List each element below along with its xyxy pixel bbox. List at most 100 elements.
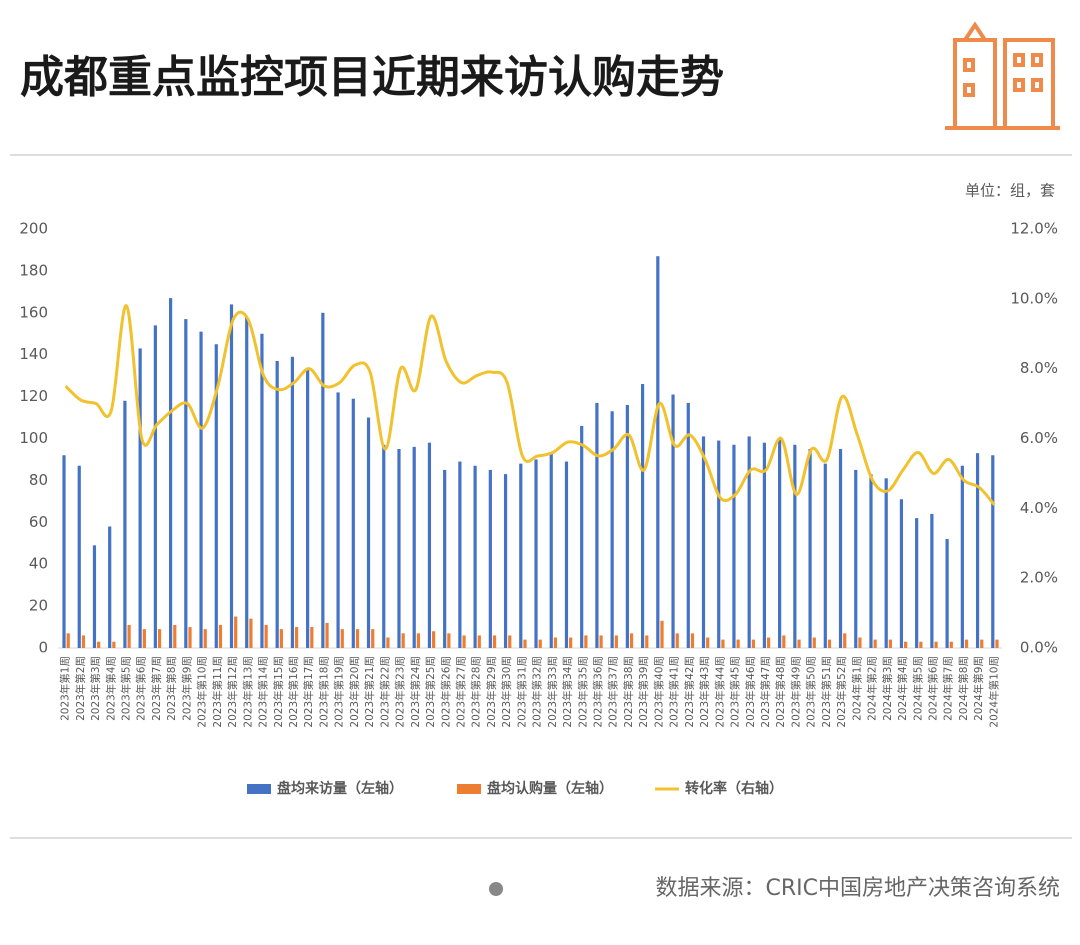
bar — [127, 624, 131, 648]
bar — [827, 639, 832, 648]
bar — [751, 639, 755, 648]
x-tick-label: 2024年第4周 — [896, 656, 909, 721]
y-tick-label: 20 — [29, 597, 48, 615]
y2-tick-label: 10.0% — [1010, 289, 1058, 307]
bullet — [489, 882, 503, 896]
building-icon — [945, 21, 1060, 130]
bar — [157, 629, 162, 648]
bar — [173, 624, 177, 648]
y-tick-label: 120 — [19, 387, 48, 405]
bar — [458, 461, 462, 648]
bar — [462, 635, 466, 648]
y-tick-label: 180 — [19, 261, 48, 279]
y2-tick-label: 0.0% — [1020, 639, 1058, 657]
x-tick-label: 2023年第13周 — [241, 656, 254, 728]
bar — [508, 635, 512, 648]
x-tick-label: 2023年第37周 — [607, 656, 620, 728]
bar — [310, 627, 314, 648]
y-tick-label: 80 — [29, 471, 48, 489]
x-tick-label: 2023年第41周 — [668, 656, 681, 728]
bar — [843, 633, 847, 648]
y2-tick-label: 8.0% — [1020, 359, 1058, 377]
x-tick-label: 2024年第2周 — [866, 656, 879, 721]
legend-swatch — [247, 784, 271, 794]
x-tick-label: 2023年第24周 — [409, 656, 422, 728]
bar — [793, 444, 797, 648]
x-tick-label: 2023年第35周 — [576, 656, 589, 728]
x-tick-label: 2023年第43周 — [698, 656, 711, 728]
x-tick-label: 2023年第47周 — [759, 656, 772, 728]
unit-label: 单位：组，套 — [965, 182, 1055, 200]
bar — [340, 629, 344, 648]
x-tick-label: 2023年第9周 — [180, 656, 193, 721]
x-tick-label: 2023年第27周 — [454, 656, 467, 728]
y-tick-label: 200 — [19, 220, 48, 238]
bar — [919, 641, 923, 648]
bar — [77, 465, 81, 648]
bar — [321, 312, 325, 648]
bar — [732, 444, 736, 648]
bar — [884, 478, 888, 648]
x-tick-label: 2023年第46周 — [744, 656, 757, 728]
x-tick-label: 2023年第17周 — [302, 656, 315, 728]
bar — [153, 325, 157, 648]
bar — [488, 469, 492, 648]
x-tick-label: 2023年第18周 — [317, 656, 330, 728]
bar — [675, 633, 679, 648]
bar — [975, 453, 980, 648]
bar — [199, 331, 203, 648]
bar — [671, 394, 675, 648]
y-tick-label: 60 — [29, 513, 48, 531]
bar — [614, 635, 618, 648]
x-tick-label: 2023年第42周 — [683, 656, 696, 728]
x-tick-label: 2024年第10周 — [987, 656, 1000, 728]
bar — [904, 641, 908, 648]
bar — [355, 629, 360, 648]
bar — [295, 627, 299, 648]
bar — [686, 402, 690, 648]
bar — [234, 616, 238, 648]
bar — [123, 400, 127, 648]
x-tick-label: 2023年第2周 — [74, 656, 87, 721]
y-tick-label: 160 — [19, 303, 48, 321]
x-tick-label: 2023年第45周 — [729, 656, 742, 728]
bar — [629, 633, 634, 648]
bar — [351, 398, 355, 648]
legend-swatch — [457, 784, 481, 794]
bar — [934, 641, 938, 648]
bar — [203, 629, 207, 648]
x-tick-label: 2024年第8周 — [957, 656, 970, 721]
bar — [290, 356, 294, 648]
bar — [625, 404, 629, 648]
bar — [808, 448, 812, 648]
bar — [767, 637, 771, 648]
bar — [580, 425, 584, 648]
bar — [492, 635, 497, 648]
bar — [838, 448, 843, 648]
bar — [432, 631, 436, 648]
source: 数据来源：CRIC中国房地产决策咨询系统 — [656, 876, 1061, 901]
x-tick-label: 2024年第1周 — [850, 656, 863, 721]
x-tick-label: 2023年第5周 — [120, 656, 133, 721]
bar — [260, 333, 264, 648]
bar — [279, 629, 283, 648]
bar — [656, 256, 660, 648]
x-tick-label: 2023年第50周 — [805, 656, 818, 728]
bar — [519, 463, 523, 648]
bar — [97, 641, 101, 648]
bar — [443, 469, 447, 648]
x-tick-label: 2023年第3周 — [89, 656, 102, 721]
bar — [416, 633, 421, 648]
x-tick-label: 2023年第40周 — [652, 656, 665, 728]
y2-tick-label: 4.0% — [1020, 499, 1058, 517]
bar — [214, 344, 218, 648]
x-tick-label: 2023年第15周 — [272, 656, 285, 728]
bar — [960, 465, 964, 648]
bar — [427, 442, 432, 648]
bar — [569, 637, 573, 648]
x-tick-label: 2024年第9周 — [972, 656, 985, 721]
bar — [721, 639, 725, 648]
x-tick-label: 2023年第36周 — [592, 656, 605, 728]
x-tick-label: 2023年第1周 — [59, 656, 72, 721]
bar — [778, 438, 782, 648]
